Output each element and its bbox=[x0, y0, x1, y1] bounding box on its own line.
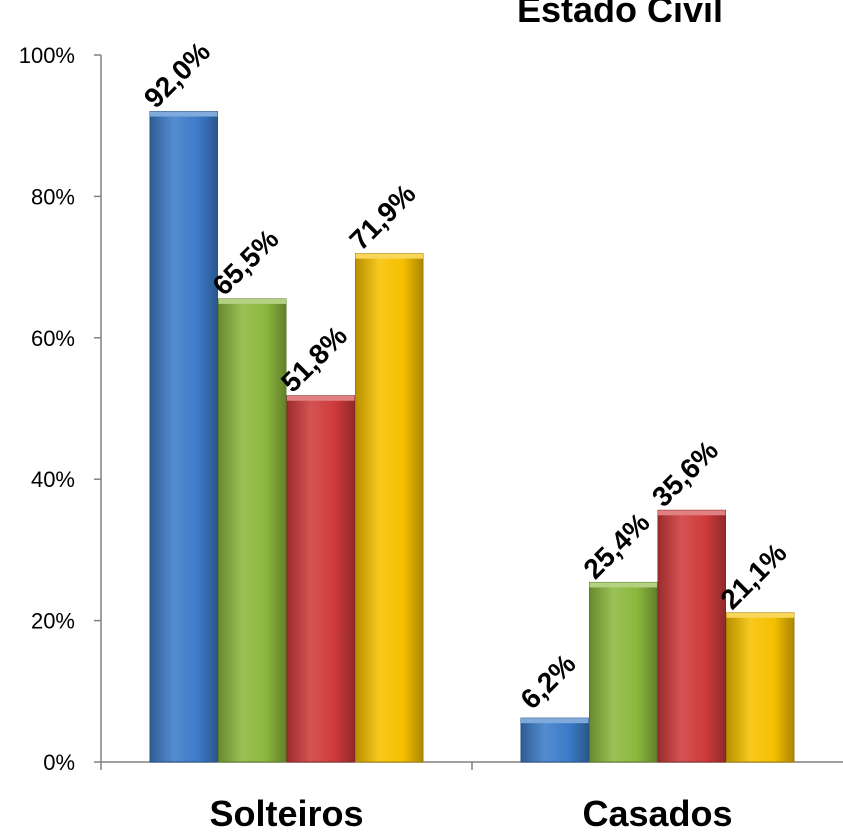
bar-top-bevel bbox=[150, 111, 218, 117]
x-category-label: Casados bbox=[582, 793, 732, 833]
bar bbox=[218, 298, 287, 763]
bar-top-bevel bbox=[355, 253, 423, 259]
data-label: 35,6% bbox=[646, 434, 724, 512]
y-tick-label: 60% bbox=[31, 326, 75, 351]
bars bbox=[149, 111, 795, 763]
bar bbox=[726, 612, 795, 763]
y-tick-label: 100% bbox=[19, 43, 75, 68]
bar bbox=[286, 395, 355, 763]
data-label: 65,5% bbox=[206, 223, 284, 301]
data-label: 92,0% bbox=[138, 36, 216, 114]
data-label: 6,2% bbox=[515, 648, 582, 715]
bar-top-bevel bbox=[658, 510, 726, 516]
x-axis-ticks bbox=[100, 762, 473, 770]
bar bbox=[355, 253, 424, 763]
bar-top-bevel bbox=[589, 582, 657, 588]
bar bbox=[589, 581, 658, 763]
bar-top-bevel bbox=[218, 298, 286, 304]
data-label: 71,9% bbox=[343, 178, 421, 256]
category-labels: Solteiros Casados bbox=[209, 793, 732, 833]
data-label: 21,1% bbox=[714, 537, 792, 615]
chart-title: Estado Civil bbox=[517, 0, 723, 30]
bar-top-bevel bbox=[287, 395, 355, 401]
bar-top-bevel bbox=[521, 718, 589, 724]
bar bbox=[149, 111, 218, 763]
x-category-label: Solteiros bbox=[209, 793, 363, 833]
y-tick-label: 0% bbox=[43, 750, 75, 775]
data-label: 51,8% bbox=[275, 320, 353, 398]
data-label: 25,4% bbox=[577, 507, 655, 585]
y-tick-label: 20% bbox=[31, 609, 75, 634]
y-tick-label: 40% bbox=[31, 467, 75, 492]
y-tick-label: 80% bbox=[31, 184, 75, 209]
y-axis-ticks: 0% 20% 40% 60% 80% 100% bbox=[19, 43, 101, 775]
bar-top-bevel bbox=[726, 612, 794, 618]
bar bbox=[657, 509, 726, 763]
bar bbox=[520, 717, 589, 763]
